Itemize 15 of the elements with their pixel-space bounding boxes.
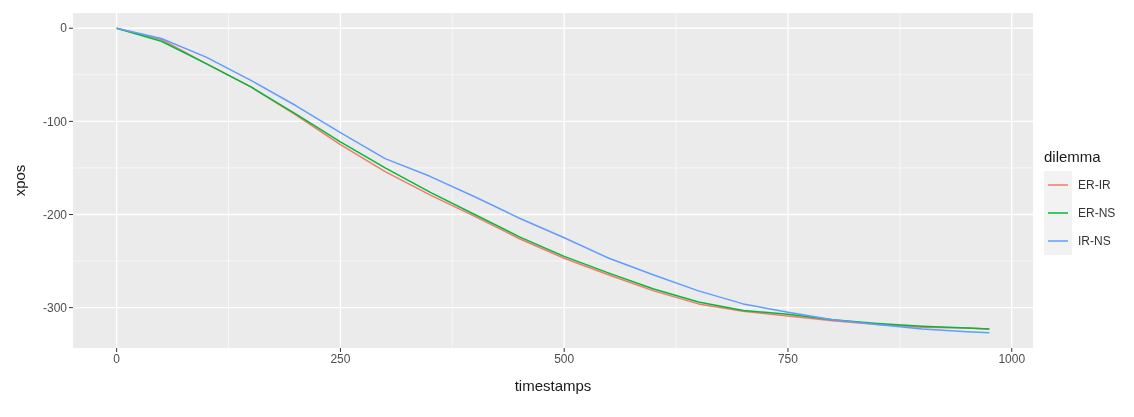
x-tick-label: 1000 xyxy=(998,351,1026,366)
y-tick-label: -200 xyxy=(42,207,68,222)
legend-label: ER-IR xyxy=(1078,178,1111,192)
legend-title: dilemma xyxy=(1044,148,1102,165)
y-tick-label: -100 xyxy=(42,114,68,129)
x-axis-title: timestamps xyxy=(514,377,592,394)
x-tick-label: 0 xyxy=(113,351,121,366)
y-axis-title: xpos xyxy=(11,164,29,197)
x-tick-label: 500 xyxy=(554,351,575,366)
x-tick-label: 750 xyxy=(777,351,799,366)
x-tick-label: 250 xyxy=(330,351,351,366)
y-tick-label: -300 xyxy=(42,300,68,315)
y-tick-label: 0 xyxy=(60,21,68,36)
legend-label: IR-NS xyxy=(1078,234,1111,248)
legend-label: ER-NS xyxy=(1078,206,1116,220)
